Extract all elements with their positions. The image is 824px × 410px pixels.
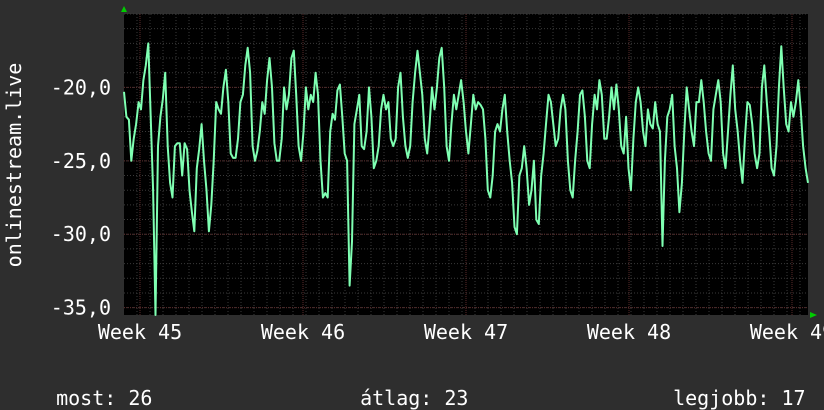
stat-average-value: 23 bbox=[444, 386, 469, 410]
series-line bbox=[123, 42, 809, 316]
stat-max: legjobb: 17 bbox=[649, 362, 806, 410]
x-tick-label: Week 48 bbox=[587, 320, 671, 344]
x-axis-arrow bbox=[810, 312, 817, 318]
stat-now: most: 26 bbox=[32, 362, 152, 410]
y-tick-label: -35,0 bbox=[51, 296, 111, 320]
stat-max-label: legjobb: bbox=[673, 386, 770, 410]
y-axis-label: onlinestream.live bbox=[2, 62, 26, 268]
x-tick-label: Week 46 bbox=[261, 320, 345, 344]
x-tick-label: Week 47 bbox=[424, 320, 508, 344]
stat-now-label: most: bbox=[56, 386, 117, 410]
y-axis: -20,0 -25,0 -30,0 -35,0 bbox=[51, 75, 111, 319]
y-tick-label: -25,0 bbox=[51, 149, 111, 173]
stat-average-label: átlag: bbox=[360, 386, 433, 410]
grid bbox=[124, 13, 808, 315]
stat-average: átlag: 23 bbox=[336, 362, 468, 410]
x-tick-label: Week 45 bbox=[98, 320, 182, 344]
stat-now-value: 26 bbox=[128, 386, 153, 410]
y-tick-label: -20,0 bbox=[51, 75, 111, 99]
stat-max-value: 17 bbox=[781, 386, 806, 410]
y-axis-arrow bbox=[121, 6, 127, 12]
y-tick-label: -30,0 bbox=[51, 222, 111, 246]
x-axis: Week 45 Week 46 Week 47 Week 48 Week 49 bbox=[98, 320, 824, 344]
x-tick-label: Week 49 bbox=[750, 320, 824, 344]
